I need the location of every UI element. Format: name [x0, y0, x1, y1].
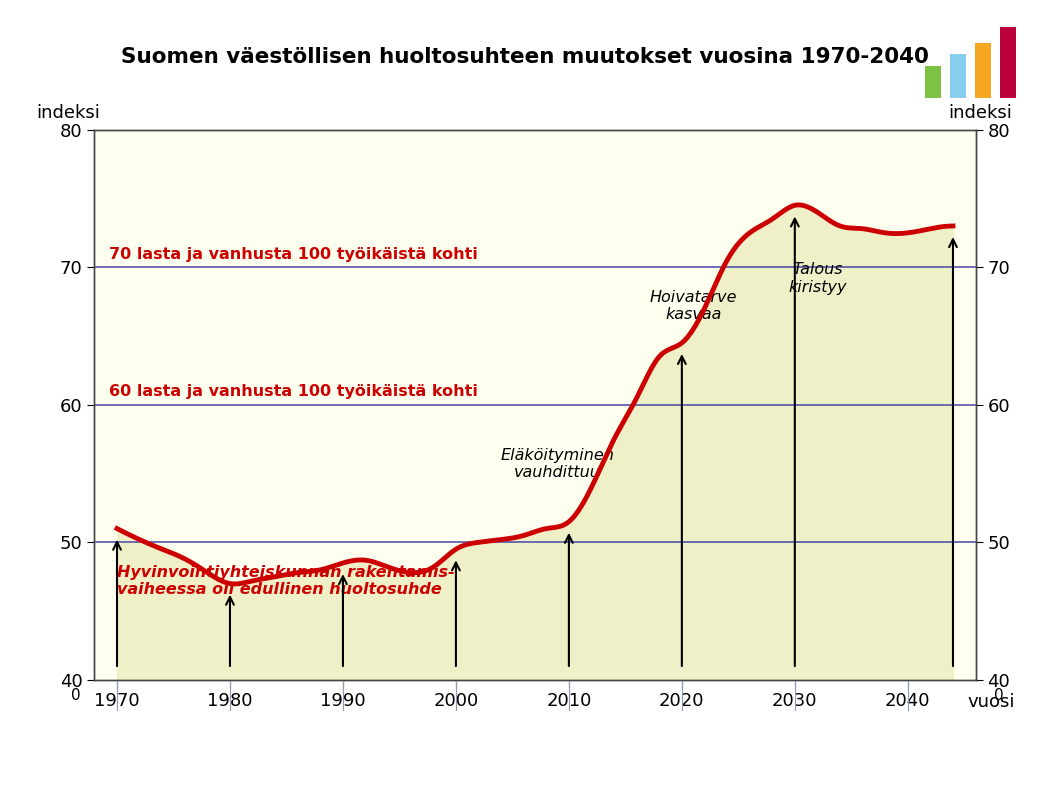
Text: vuosi: vuosi	[967, 693, 1015, 711]
Text: Hoivatarve
kasvaa: Hoivatarve kasvaa	[649, 290, 736, 322]
Bar	[1000, 28, 1015, 98]
Text: Eläköityminen
vauhdittuu: Eläköityminen vauhdittuu	[500, 448, 615, 480]
Bar	[925, 66, 941, 98]
Bar	[949, 54, 966, 98]
Text: Suomen väestöllisen huoltosuhteen muutokset vuosina 1970-2040: Suomen väestöllisen huoltosuhteen muutok…	[121, 47, 928, 67]
Text: Talous
kiristyy: Talous kiristyy	[788, 263, 847, 295]
Text: Hyvinvointiyhteiskunnan rakentamis-
vaiheessa oli edullinen huoltosuhde: Hyvinvointiyhteiskunnan rakentamis- vaih…	[117, 565, 454, 597]
Text: indeksi: indeksi	[948, 104, 1012, 122]
Text: 2: 2	[1007, 747, 1018, 766]
Text: 60 lasta ja vanhusta 100 työikäistä kohti: 60 lasta ja vanhusta 100 työikäistä koht…	[109, 384, 478, 399]
Text: VALTIOVARAINMINISTÉRIÖ: VALTIOVARAINMINISTÉRIÖ	[16, 749, 233, 764]
Text: 0: 0	[70, 688, 81, 703]
Text: indeksi: indeksi	[37, 104, 101, 122]
Text: 70 lasta ja vanhusta 100 työikäistä kohti: 70 lasta ja vanhusta 100 työikäistä koht…	[109, 247, 478, 262]
Text: 0: 0	[993, 688, 1004, 703]
Bar	[975, 42, 991, 98]
